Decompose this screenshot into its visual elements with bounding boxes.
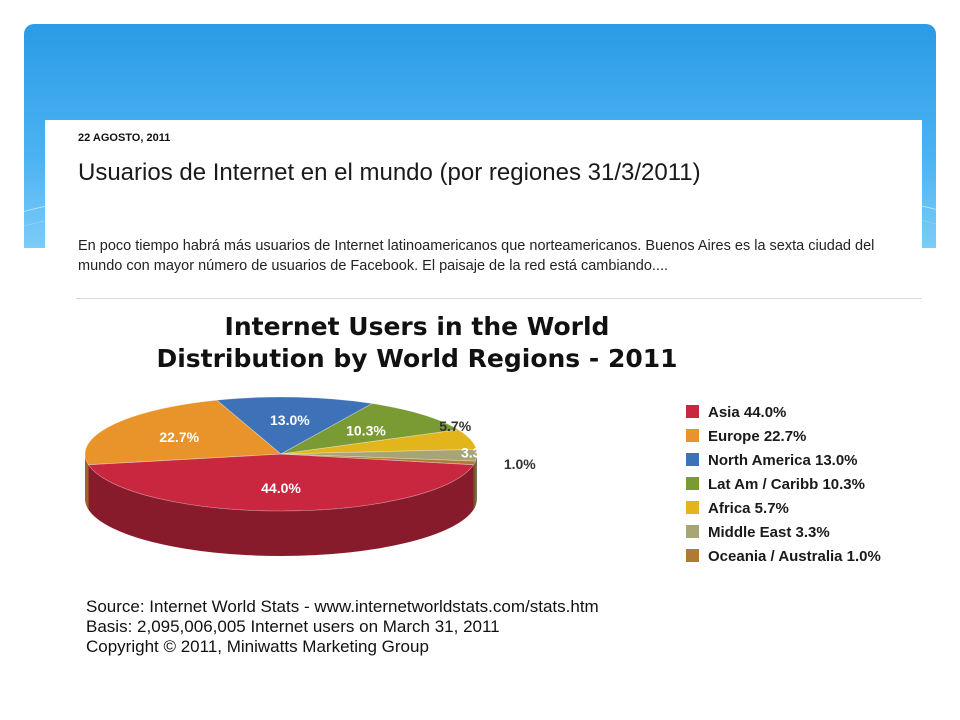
legend-swatch [686, 477, 699, 490]
pie-slice-europe [84, 399, 283, 466]
pie-group: 44.0% 22.7% 13.0% 10.3% 5.7% 3.3% 1.0% [84, 396, 536, 556]
legend-swatch [686, 501, 699, 514]
slice-label-middle-east: 3.3% [461, 445, 493, 461]
legend-entry: North America 13.0% [708, 452, 858, 469]
legend-entry: Africa 5.7% [708, 500, 789, 517]
copyright-line: Copyright © 2011, Miniwatts Marketing Gr… [86, 637, 429, 656]
legend-entry: Middle East 3.3% [708, 524, 830, 541]
basis-line: Basis: 2,095,006,005 Internet users on M… [86, 617, 500, 636]
legend-entry: Asia 44.0% [708, 404, 786, 421]
legend-entry: Europe 22.7% [708, 428, 806, 445]
legend-swatch [686, 429, 699, 442]
slice-label-asia: 44.0% [261, 480, 301, 496]
source-line: Source: Internet World Stats - www.inter… [86, 597, 599, 616]
slice-label-oceania-australia: 1.0% [504, 456, 536, 472]
pie-side-middle-east [475, 454, 477, 507]
pie-side-europe [85, 454, 89, 510]
blog-post-screenshot: 22 AGOSTO, 2011 Usuarios de Internet en … [45, 120, 922, 298]
pie-slice-middle-east [280, 448, 478, 462]
legend-entry: Lat Am / Caribb 10.3% [708, 476, 865, 493]
pie-side-asia [88, 464, 474, 556]
chart-title: Internet Users in the World [225, 312, 610, 341]
legend-swatch [686, 525, 699, 538]
legend-swatch [686, 453, 699, 466]
slice-label-africa: 5.7% [439, 418, 471, 434]
post-title: Usuarios de Internet en el mundo (por re… [78, 159, 701, 186]
slice-label-lat-am-caribb: 10.3% [346, 422, 386, 438]
pie-slice-oceania-australia [280, 453, 477, 466]
pie-side-oceania-australia [473, 461, 476, 510]
pie-chart-image: Internet Users in the World Distribution… [76, 298, 922, 661]
slice-label-europe: 22.7% [159, 429, 199, 445]
pie-slice-north-america [215, 396, 374, 455]
legend-swatch [686, 549, 699, 562]
pie-slice-africa [280, 429, 477, 455]
slice-label-north-america: 13.0% [270, 412, 310, 428]
pie-slice-asia [87, 453, 475, 512]
pie-slice-lat-am-caribb [280, 403, 460, 455]
post-date: 22 AGOSTO, 2011 [78, 132, 171, 144]
legend-swatch [686, 405, 699, 418]
legend: Asia 44.0% Europe 22.7% North America 13.0… [686, 404, 881, 565]
legend-entry: Oceania / Australia 1.0% [708, 548, 881, 565]
chart-subtitle: Distribution by World Regions - 2011 [156, 344, 677, 373]
post-body: En poco tiempo habrá más usuarios de Int… [78, 238, 875, 274]
pie-chart: Internet Users in the World Distribution… [84, 312, 881, 656]
